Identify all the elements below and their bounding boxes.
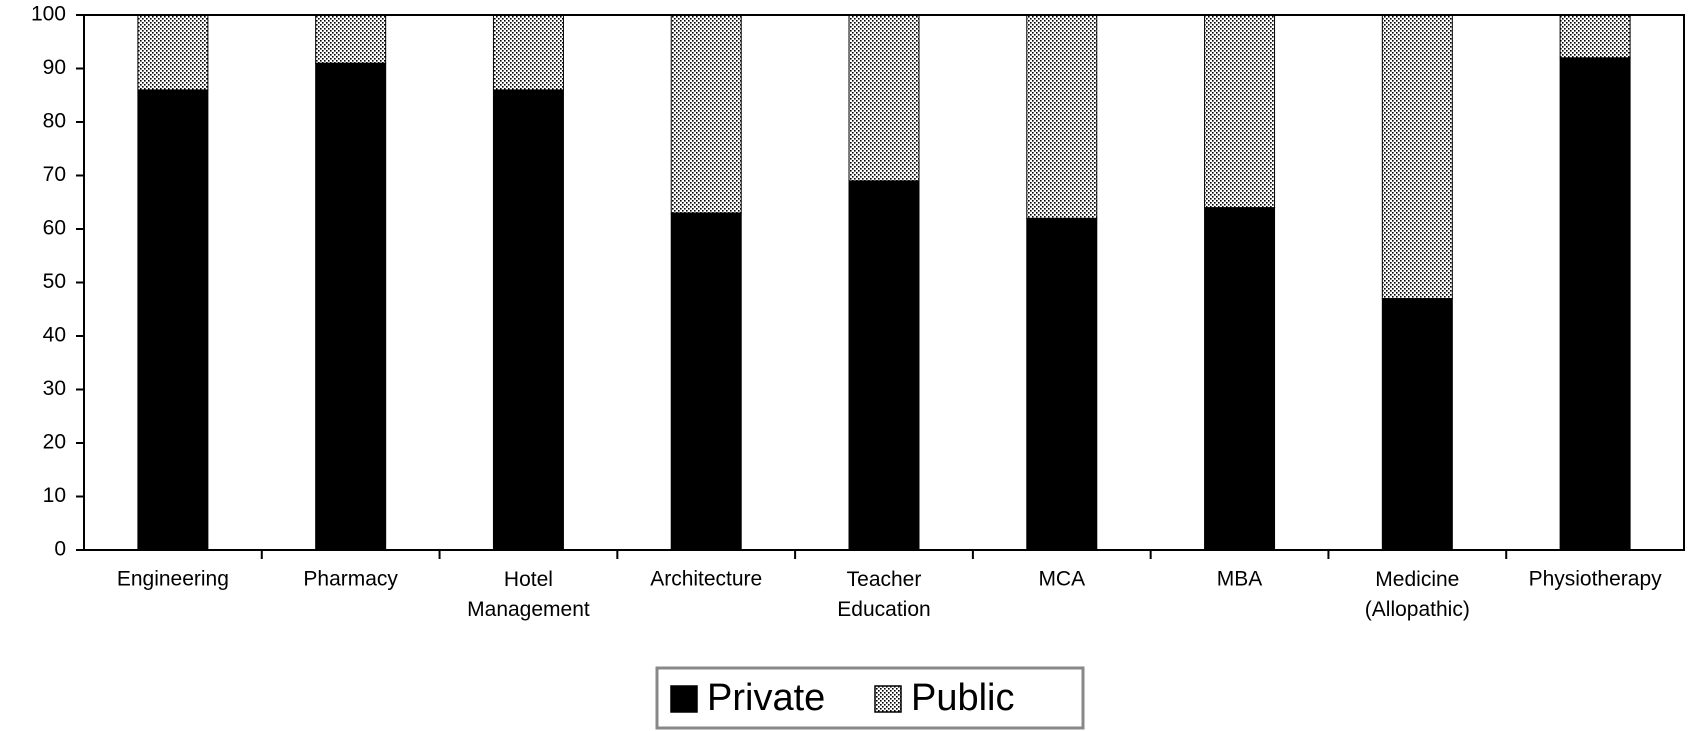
- bar-segment: [492, 14, 564, 91]
- bar-segment: [1559, 57, 1631, 551]
- bar-segment: [1026, 217, 1098, 551]
- legend-label: Private: [707, 677, 825, 719]
- bar-segment: [1559, 14, 1631, 59]
- bar-segment: [492, 89, 564, 551]
- x-tick-label: Medicine (Allopathic): [1365, 568, 1470, 621]
- y-tick-label: 10: [43, 484, 66, 507]
- y-tick-label: 40: [43, 324, 66, 347]
- bar-segment: [315, 14, 387, 64]
- x-tick-label: Engineering: [117, 568, 229, 591]
- x-tick-label: MBA: [1217, 568, 1263, 591]
- x-tick-label: Teacher Education: [837, 568, 930, 621]
- bar-segment: [1381, 298, 1453, 551]
- legend-swatch: [874, 685, 902, 713]
- bar-segment: [137, 14, 209, 91]
- y-tick-label: 30: [43, 377, 66, 400]
- y-tick-label: 70: [43, 163, 66, 186]
- plot-frame: [83, 14, 1685, 551]
- y-tick-label: 20: [43, 431, 66, 454]
- bar-segment: [1204, 14, 1276, 209]
- bar-segment: [1204, 207, 1276, 551]
- y-tick-label: 100: [31, 3, 66, 26]
- y-tick-label: 60: [43, 217, 66, 240]
- legend-box: [655, 666, 1085, 730]
- x-tick-label: Architecture: [650, 568, 762, 591]
- x-tick-label: MCA: [1038, 568, 1085, 591]
- bar-segment: [1381, 14, 1453, 300]
- bar-segment: [315, 62, 387, 551]
- bar-segment: [137, 89, 209, 551]
- y-tick-label: 0: [54, 538, 66, 561]
- legend-label: Public: [911, 677, 1015, 719]
- legend-swatch: [670, 685, 698, 713]
- bar-segment: [848, 14, 920, 182]
- bar-segment: [1026, 14, 1098, 219]
- y-tick-label: 90: [43, 56, 66, 79]
- x-tick-label: Hotel Management: [467, 568, 590, 621]
- bar-segment: [670, 14, 742, 214]
- x-tick-label: Physiotherapy: [1529, 568, 1663, 591]
- y-tick-label: 50: [43, 270, 66, 293]
- bar-segment: [848, 180, 920, 551]
- x-tick-label: Pharmacy: [303, 568, 398, 591]
- y-tick-label: 80: [43, 110, 66, 133]
- bar-segment: [670, 212, 742, 551]
